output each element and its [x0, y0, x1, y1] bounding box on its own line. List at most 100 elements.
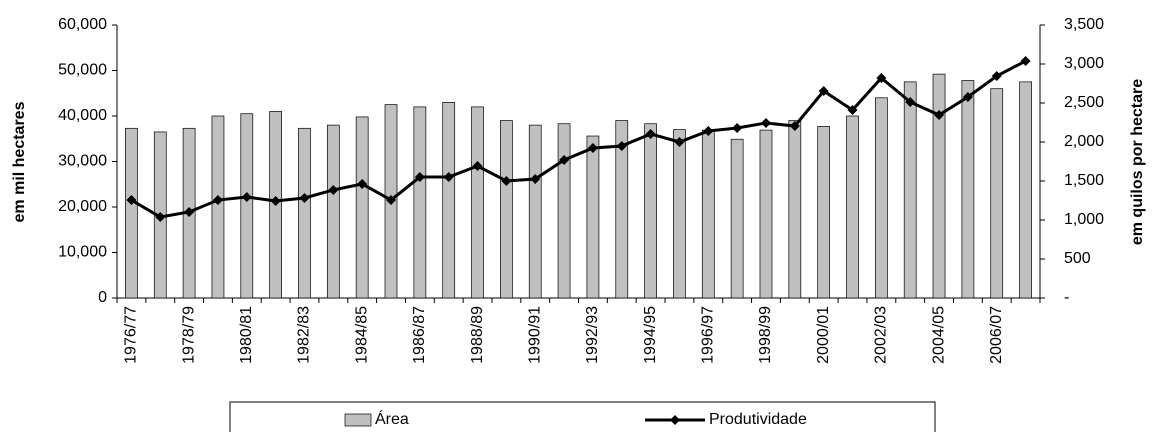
- x-tick-label: 1984/85: [353, 306, 370, 364]
- y-tick-label: 0: [98, 289, 107, 306]
- x-tick-label: 1992/93: [584, 306, 601, 364]
- marker: [299, 193, 310, 204]
- x-tick-label: 1980/81: [238, 306, 255, 364]
- marker: [847, 105, 858, 116]
- marker: [732, 123, 743, 134]
- y-tick-label: 50,000: [58, 62, 107, 79]
- marker: [905, 96, 916, 107]
- y2-tick-label: 3,000: [1064, 55, 1104, 72]
- y2-tick-label: -: [1064, 289, 1069, 306]
- bar: [644, 123, 657, 299]
- marker: [616, 140, 627, 151]
- x-tick-label: 1978/79: [180, 306, 197, 364]
- marker: [414, 172, 425, 183]
- marker: [789, 121, 800, 132]
- x-tick-label: 1990/91: [526, 306, 543, 364]
- y2-tick-label: 1,500: [1064, 172, 1104, 189]
- bar: [240, 113, 254, 299]
- bar: [961, 80, 975, 299]
- marker: [155, 212, 166, 223]
- marker: [1020, 56, 1031, 67]
- x-tick-label: 1976/77: [123, 306, 140, 364]
- y-tick-label: 40,000: [58, 107, 107, 124]
- y2-tick-label: 500: [1064, 250, 1091, 267]
- x-tick-label: 1988/89: [469, 306, 486, 364]
- marker: [760, 117, 771, 128]
- x-tick-label: 2000/01: [815, 306, 832, 364]
- marker: [934, 110, 945, 121]
- marker: [443, 172, 454, 183]
- bar: [759, 129, 773, 299]
- bar: [846, 115, 859, 299]
- bar: [326, 124, 340, 299]
- x-tick-label: 1996/97: [700, 306, 717, 364]
- marker: [645, 128, 656, 139]
- y-tick-label: 20,000: [58, 198, 107, 215]
- marker: [501, 176, 512, 186]
- bar: [701, 129, 715, 299]
- marker: [962, 91, 973, 102]
- x-tick-label: 1982/83: [296, 306, 313, 364]
- marker: [559, 155, 570, 166]
- bar: [615, 120, 629, 299]
- x-tick-label: 1994/95: [642, 306, 659, 364]
- marker: [126, 195, 137, 206]
- bar: [932, 73, 946, 299]
- legend-label: Área: [375, 409, 409, 428]
- legend-swatch: [344, 413, 372, 427]
- y-tick-label: 10,000: [58, 244, 107, 261]
- bar: [990, 88, 1004, 299]
- bar: [471, 106, 484, 299]
- y-tick-label: 30,000: [58, 153, 107, 170]
- bar: [673, 129, 686, 299]
- legend-marker: [670, 415, 680, 425]
- bar: [817, 126, 831, 299]
- bar: [298, 127, 311, 299]
- x-tick-label: 2006/07: [988, 306, 1005, 364]
- marker: [876, 72, 887, 83]
- bar: [355, 116, 369, 299]
- y2-tick-label: 2,000: [1064, 133, 1104, 150]
- bar: [211, 115, 225, 299]
- x-tick-label: 2004/05: [930, 306, 947, 364]
- bar: [442, 101, 456, 299]
- y2-tick-label: 1,000: [1064, 211, 1104, 228]
- marker: [328, 184, 339, 195]
- y2-tick-label: 3,500: [1064, 16, 1104, 33]
- marker: [703, 126, 714, 137]
- line: [130, 59, 1027, 219]
- bar: [875, 97, 888, 299]
- bar: [730, 138, 744, 299]
- marker: [818, 85, 829, 96]
- marker: [241, 191, 252, 202]
- legend-label: Produtividade: [709, 411, 807, 428]
- marker: [357, 178, 368, 189]
- marker: [674, 137, 685, 147]
- marker: [991, 71, 1002, 82]
- marker: [184, 206, 195, 217]
- marker: [270, 195, 281, 206]
- marker: [587, 143, 598, 154]
- marker: [530, 173, 541, 184]
- x-tick-label: 2002/03: [873, 306, 890, 364]
- bar: [125, 127, 138, 299]
- marker: [386, 195, 397, 206]
- bar: [586, 135, 600, 299]
- bar: [903, 81, 917, 299]
- bar: [557, 123, 571, 299]
- bar: [1019, 81, 1032, 299]
- bar: [413, 106, 427, 299]
- y2-tick-label: 2,500: [1064, 94, 1104, 111]
- y-axis-title: em mil hectares: [11, 101, 28, 222]
- bar: [788, 120, 802, 299]
- marker: [472, 161, 483, 172]
- x-tick-label: 1986/87: [411, 306, 428, 364]
- marker: [212, 195, 223, 206]
- legend-box: [229, 401, 936, 432]
- y2-axis-title: em quilos por hectare: [1129, 79, 1146, 245]
- bar: [500, 120, 513, 299]
- y-tick-label: 60,000: [58, 16, 107, 33]
- bar: [528, 124, 542, 299]
- x-tick-label: 1998/99: [757, 306, 774, 364]
